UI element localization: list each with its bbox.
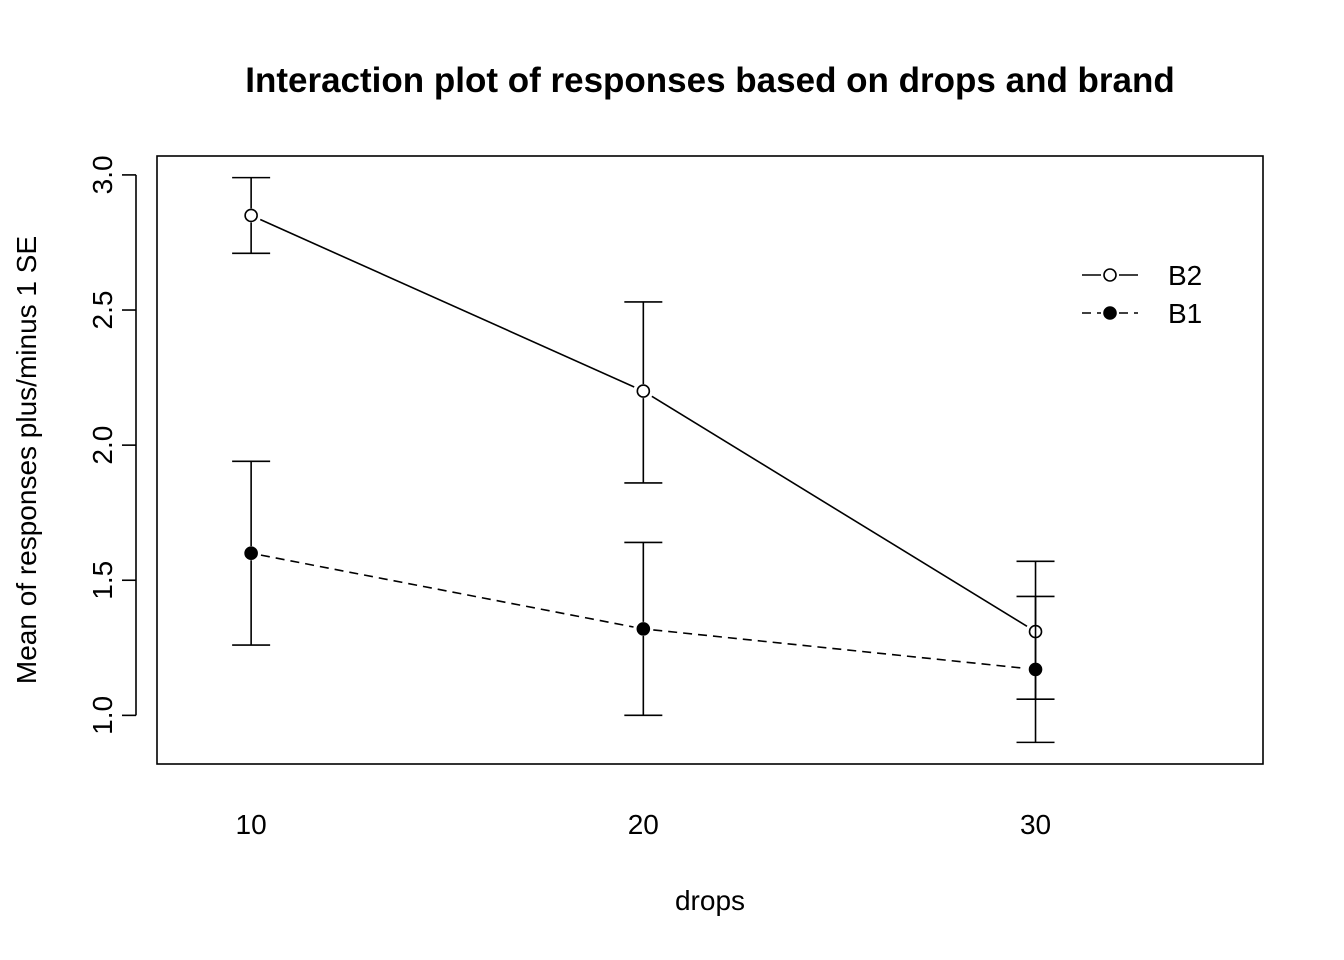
y-axis-label: Mean of responses plus/minus 1 SE xyxy=(11,236,42,684)
legend-marker xyxy=(1103,306,1117,320)
series-b1 xyxy=(232,460,1055,744)
y-tick-label: 2.5 xyxy=(87,291,118,330)
plot-area xyxy=(156,155,1264,765)
y-tick-label: 1.5 xyxy=(87,561,118,600)
x-tick-label: 10 xyxy=(236,809,267,840)
series-line-segment xyxy=(653,629,1026,670)
series-line-segment xyxy=(259,218,635,388)
y-tick-label: 3.0 xyxy=(87,155,118,194)
legend-label: B1 xyxy=(1168,298,1202,329)
x-axis-label: drops xyxy=(675,885,745,916)
series-b2 xyxy=(232,176,1055,700)
series-line-segment xyxy=(260,554,634,628)
chart-title: Interaction plot of responses based on d… xyxy=(245,61,1175,100)
legend-item-b2: B2 xyxy=(1082,260,1202,291)
x-axis: 10 20 30 xyxy=(236,809,1052,840)
x-tick-label: 20 xyxy=(628,809,659,840)
series-layer xyxy=(232,176,1055,744)
legend-marker xyxy=(1103,268,1117,282)
data-point xyxy=(244,546,258,561)
data-point xyxy=(636,622,651,636)
data-point xyxy=(244,208,258,223)
y-tick-label: 2.0 xyxy=(87,426,118,465)
legend-item-b1: B1 xyxy=(1082,298,1202,329)
data-point xyxy=(1028,662,1043,677)
y-tick-label: 1.0 xyxy=(87,696,118,735)
series-line-segment xyxy=(651,395,1028,628)
y-axis: 1.0 1.5 2.0 2.5 3.0 xyxy=(87,155,137,735)
x-tick-label: 30 xyxy=(1020,809,1051,840)
legend-label: B2 xyxy=(1168,260,1202,291)
data-point xyxy=(636,384,651,398)
